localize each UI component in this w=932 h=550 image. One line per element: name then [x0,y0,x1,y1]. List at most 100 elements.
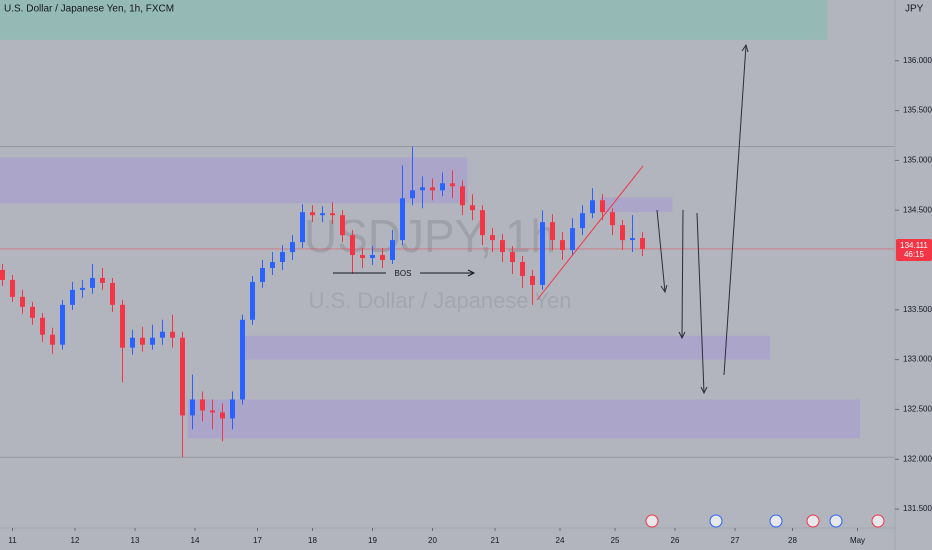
candle-body [570,228,575,251]
y-tick-label: 131.500 [903,504,932,513]
projection-arrow [681,209,684,339]
candle-body [460,186,465,206]
candle-body [430,187,435,191]
event-icons [645,514,885,528]
projection-arrow [656,209,666,293]
event-icon[interactable] [829,514,843,528]
candle-body [60,304,65,345]
y-tick-label: 133.000 [903,355,932,364]
candle-body [100,277,105,283]
zone [600,197,673,213]
x-tick-label: 21 [491,536,500,545]
candle-body [330,213,335,216]
candle-body [420,187,425,191]
candle-body [390,240,395,261]
event-icon[interactable] [709,514,723,528]
y-tick-label: 135.500 [903,106,932,115]
projection-arrow [696,212,705,394]
candle-body [210,410,215,413]
candle-body [610,212,615,226]
candle-body [580,213,585,229]
candle-body [640,238,645,249]
event-icon[interactable] [871,514,885,528]
event-icon[interactable] [806,514,820,528]
candle-body [510,252,515,263]
candle-body [480,210,485,236]
candle-body [270,262,275,268]
candle-body [490,235,495,241]
candle-body [400,198,405,241]
zone [187,399,860,439]
candles [0,146,645,458]
candle-body [250,281,255,320]
bos-label-bg [386,268,420,279]
event-icon[interactable] [769,514,783,528]
zone [242,335,770,360]
candle-body [220,412,225,419]
candle-body [350,235,355,256]
x-tick-label: 18 [308,536,317,545]
candle-body [260,267,265,282]
x-tick-label: 17 [253,536,262,545]
candle-body [500,240,505,253]
candle-body [340,215,345,236]
candle-body [410,190,415,199]
candle-body [80,287,85,290]
candle-body [590,200,595,214]
candle-body [530,275,535,285]
candle-body [10,279,15,297]
candle-body [40,317,45,335]
x-tick-label: 19 [368,536,377,545]
y-tick-label: 133.500 [903,305,932,314]
candle-body [230,399,235,419]
candle-body [240,319,245,400]
candle-body [50,334,55,345]
candle-body [550,222,555,241]
zone [0,0,828,40]
candle-body [90,277,95,288]
candle-body [160,331,165,338]
arrowhead [660,284,668,294]
candle-body [300,212,305,243]
candle-body [170,331,175,338]
candle-body [370,255,375,259]
candle-body [380,255,385,261]
candle-body [120,304,125,348]
x-tick-label: 13 [131,536,140,545]
bos-label: BOS [395,269,412,278]
y-tick-label: 134.500 [903,205,932,214]
candle-body [620,225,625,241]
candle-body [560,240,565,251]
candle-body [470,205,475,211]
x-tick-label: 28 [788,536,797,545]
trend-line [536,165,644,301]
candle-body [190,399,195,416]
arrowhead [700,386,708,395]
candle-body [290,242,295,253]
y-tick-label: 132.000 [903,454,932,463]
candle-body [0,269,5,280]
last-price-label: 134.111 [900,241,928,250]
candle-body [440,183,445,191]
event-icon[interactable] [645,514,659,528]
x-tick-label: 12 [71,536,80,545]
projection-arrow [723,44,747,376]
candle-body [70,289,75,305]
x-tick-label: 14 [191,536,200,545]
candle-body [310,212,315,216]
zone [0,157,468,204]
candle-body [140,337,145,345]
candle-body [450,183,455,187]
candle-body [150,337,155,345]
candle-body [540,222,545,285]
axes: 131.500 132.000 132.500 133.000 133.500 134.5… [8,56,932,545]
candle-body [180,337,185,416]
countdown-label: 46:15 [904,250,925,259]
last-price-tag [896,238,932,261]
chart-title: U.S. Dollar / Japanese Yen, 1h, FXCM [4,4,174,15]
candle-body [630,238,635,241]
y-tick-label: 136.000 [903,56,932,65]
candle-body [360,255,365,259]
